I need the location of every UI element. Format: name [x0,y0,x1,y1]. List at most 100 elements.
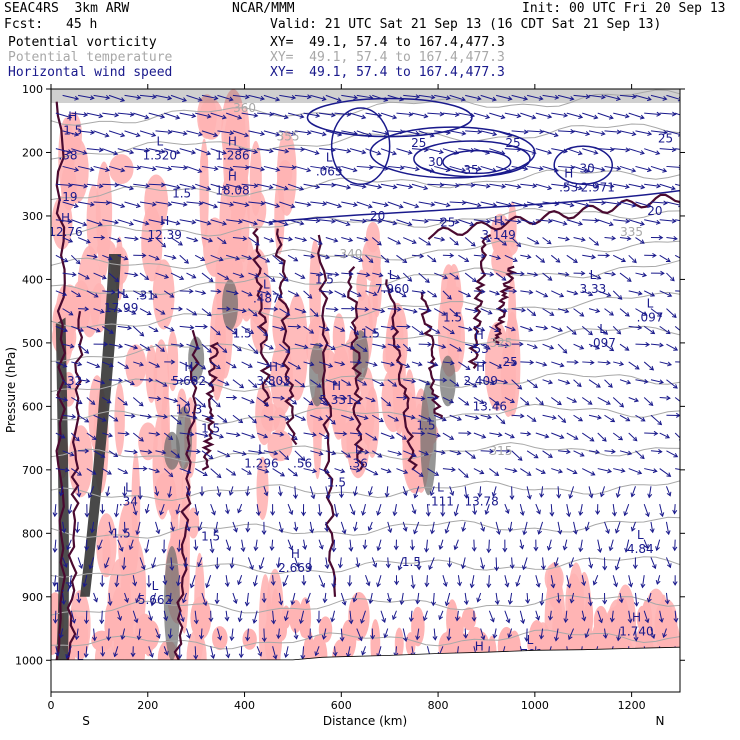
wind-vector [186,379,197,382]
wind-vector-head [361,114,367,120]
wind-vector [402,343,411,352]
wind-vector [542,272,552,281]
pv-dark-band [80,254,122,597]
wind-vector [279,379,289,386]
wind-vector [232,165,249,169]
pink-low-patch [411,606,425,647]
wind-vector [520,112,536,119]
wind-vector [139,94,156,98]
wind-vector [634,628,637,641]
wind-vector-head [581,616,587,622]
wind-vector [124,592,129,603]
wind-vector-head [247,291,253,297]
wind-vector-head [97,221,103,227]
pv-extremum-value: 5.662 [138,593,172,607]
wind-vector-head [453,545,459,551]
wind-vector [465,343,477,348]
wind-vector-head [135,203,141,208]
wind-vector [434,272,448,279]
wind-vector-head [486,548,492,554]
wind-vector-head [384,131,389,136]
wind-vector-head [222,185,227,191]
wind-vector-head [608,383,613,388]
forecast-hour: 45 h [66,17,98,32]
wind-vector-head [214,564,220,570]
wind-vector-head [624,113,630,119]
wind-vector-head [379,417,384,423]
wind-vector [279,130,296,135]
pink-low-patch [348,591,370,641]
wind-vector [557,94,574,100]
wind-vector-head [608,221,614,227]
wind-vector-head [367,203,373,209]
wind-vector-head [299,186,305,191]
wind-vector [217,379,229,386]
wind-vector-head [650,292,656,297]
x-tick-label: 200 [137,699,158,712]
wind-vector-head [619,361,625,367]
wind-vector [458,468,469,478]
wind-vector [254,539,258,551]
wind-vector-head [520,271,525,277]
wind-vector [217,201,234,206]
wind-vector [418,272,430,283]
wind-vector-head [176,547,182,553]
wind-vector [248,237,260,246]
wind-vector-head [301,416,307,421]
wind-vector [133,361,144,366]
wind-vector [309,486,315,499]
wind-vector-head [294,562,300,568]
wind-vector [341,414,354,421]
wind-vector [78,308,89,310]
wind-vector-head [476,202,482,208]
wind-vector-head [238,653,244,659]
wind-vector [108,130,125,137]
wind-vector [516,575,521,587]
wind-vector-head [237,508,242,514]
wind-vector [619,130,636,135]
wind-vector-head [151,201,157,207]
wind-vector [139,130,156,137]
wind-vector-head [210,654,216,660]
wind-vector-head [138,401,144,407]
wind-vector [380,219,397,225]
wind-vector-head [155,431,161,437]
wind-vector [535,575,540,588]
wind-vector [272,254,284,265]
wind-vector [579,539,583,552]
wind-vector [186,130,203,136]
wind-vector-head [578,547,584,553]
wind-vector-head [218,256,224,262]
wind-vector-head [658,235,664,241]
wind-vector [89,557,95,569]
wind-vector-head [163,616,169,622]
wind-vector [480,308,492,315]
wind-vector-head [258,564,264,570]
wind-vector-head [225,653,231,659]
wind-vector [163,290,174,298]
pv-extremum-type: L [637,528,644,542]
wind-vector [665,592,669,604]
wind-vector [541,592,544,605]
wind-vector [659,468,671,477]
wind-vector-head [296,364,302,370]
wind-vector-head [159,510,164,516]
wind-vector-head [663,129,668,135]
wind-vector-head [616,165,622,171]
wind-vector-head [100,379,106,385]
wind-vector-head [428,565,433,571]
wind-vector-head [169,293,175,298]
wind-vector [303,468,317,473]
wind-vector [535,610,540,620]
wind-vector-head [182,130,188,136]
wind-vector [423,610,428,621]
wind-vector-head [278,528,284,534]
wind-vector-head [526,471,532,476]
wind-vector [186,450,200,453]
wind-speed-contour [268,189,680,224]
wind-vector-head [548,453,553,458]
wind-vector-head [245,491,251,497]
wind-vector-head [523,129,529,135]
wind-vector [108,628,110,641]
wind-vector [310,343,323,347]
